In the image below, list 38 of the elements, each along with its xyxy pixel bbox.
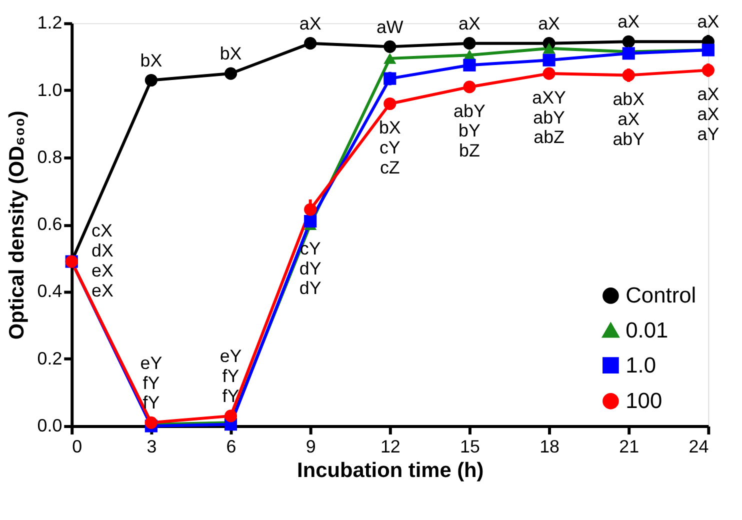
x-tick-label: 21: [619, 436, 640, 456]
x-tick-label: 6: [226, 436, 236, 456]
y-tick-label: 1.2: [37, 12, 62, 33]
x-tick-label: 18: [540, 436, 560, 456]
y-tick-label: 0.6: [37, 214, 62, 234]
legend-label: 0.01: [626, 317, 668, 342]
annotation: abX aX abY: [612, 89, 645, 149]
annotation: bX: [220, 44, 242, 64]
y-tick-label: 0.2: [37, 348, 62, 368]
annotation: eY fY fY: [140, 352, 162, 413]
x-tick-label: 0: [72, 436, 82, 456]
x-tick-label: 12: [380, 436, 400, 456]
x-tick-label: 9: [306, 436, 316, 456]
annotation: aX: [538, 13, 560, 34]
y-tick-label: 0.0: [37, 415, 62, 436]
annotation: aX: [697, 12, 720, 32]
annotation: aX aX aY: [697, 84, 720, 144]
legend-label: 1.0: [626, 352, 656, 378]
x-axis-title: Incubation time (h): [297, 459, 484, 482]
x-tick-label: 24: [688, 436, 709, 456]
y-tick-label: 0.8: [37, 146, 62, 167]
y-tick-label: 1.0: [37, 80, 62, 100]
annotation: aX: [618, 12, 640, 32]
legend-label: Control: [626, 282, 696, 308]
annotation: aX: [458, 13, 480, 34]
legend-label: 100: [626, 388, 662, 414]
annotation: aXY abY abZ: [532, 87, 566, 148]
annotation: aX: [299, 13, 322, 34]
annotation: bX: [140, 50, 162, 70]
y-tick-label: 0.4: [37, 281, 62, 302]
annotation: abY bY bZ: [454, 100, 486, 161]
annotation: bX cY cZ: [378, 118, 401, 178]
annotation: cX dX eX eX: [92, 220, 114, 300]
y-axis-title: Optical density (OD₆₀₀): [5, 110, 28, 340]
x-tick-label: 15: [460, 436, 480, 456]
annotation: cY dY dY: [299, 238, 322, 298]
x-tick-label: 3: [146, 436, 157, 456]
annotation: aW: [376, 16, 404, 37]
